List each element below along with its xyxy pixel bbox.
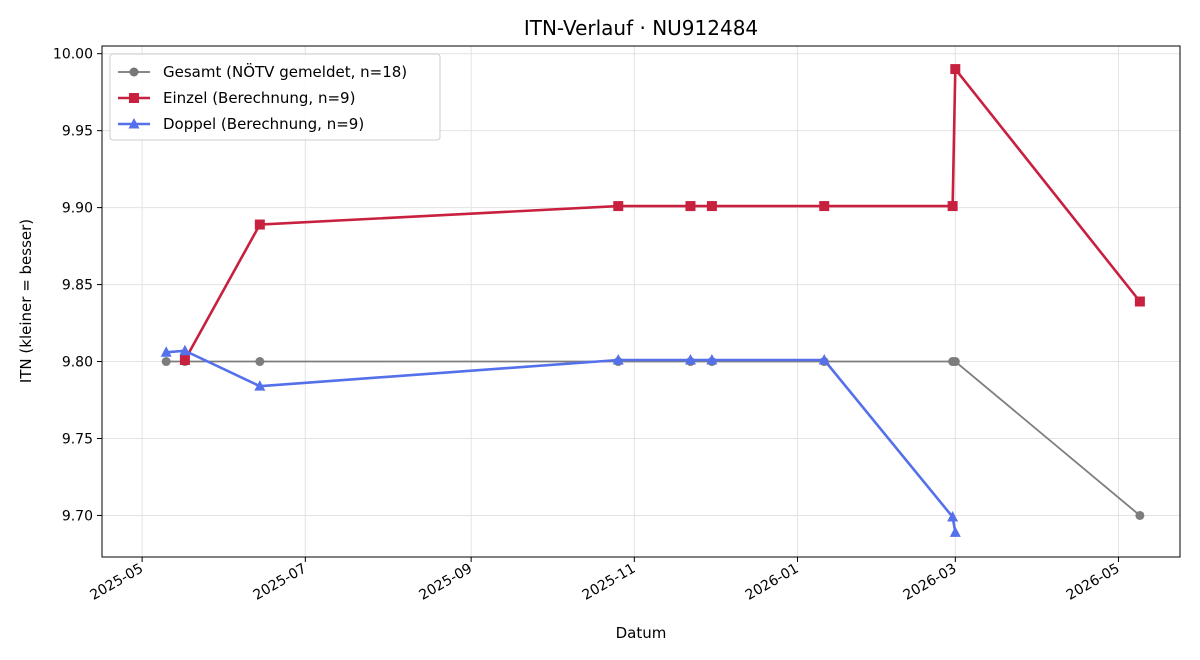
legend-swatch-marker	[129, 67, 139, 77]
legend-box	[109, 53, 441, 141]
data-point	[255, 357, 265, 367]
y-tick-label: 9.75	[62, 431, 93, 447]
data-point	[612, 353, 624, 365]
y-tick-label: 9.80	[62, 355, 93, 371]
data-point	[684, 353, 696, 365]
series-layer	[160, 64, 1145, 537]
legend-entry: Einzel (Berechnung, n=9)	[118, 89, 355, 107]
data-point	[613, 201, 624, 212]
legend-label: Doppel (Berechnung, n=9)	[163, 115, 364, 133]
legend-entry: Gesamt (NÖTV gemeldet, n=18)	[118, 62, 407, 81]
y-tick-label: 9.90	[62, 201, 93, 217]
data-point	[161, 357, 171, 367]
legend-swatch-marker	[129, 93, 139, 103]
data-point	[949, 526, 961, 537]
data-point	[819, 201, 830, 212]
y-axis-title: ITN (kleiner = besser)	[17, 219, 35, 383]
series-triangle	[160, 344, 961, 537]
y-axis: 9.70 9.75 9.80 9.85 9.90 9.95 10.00	[53, 47, 102, 524]
chart-title: ITN-Verlauf · NU912484	[524, 16, 758, 40]
y-tick-label: 9.95	[62, 124, 93, 140]
data-point	[254, 380, 266, 391]
data-point	[947, 201, 958, 212]
data-point	[818, 353, 830, 365]
legend: Gesamt (NÖTV gemeldet, n=18) Einzel (Bere…	[109, 53, 441, 141]
data-point	[947, 510, 959, 522]
data-point	[685, 201, 696, 212]
legend-entry: Doppel (Berechnung, n=9)	[118, 115, 364, 133]
plot-frame	[101, 45, 1181, 558]
data-point	[1135, 510, 1145, 520]
y-tick-label: 9.85	[62, 278, 93, 294]
y-tick-label: 10.00	[53, 47, 93, 63]
data-point	[706, 353, 718, 365]
data-point	[950, 64, 961, 75]
data-point	[950, 357, 960, 367]
data-point	[254, 219, 265, 230]
series-square	[179, 64, 1145, 365]
legend-label: Gesamt (NÖTV gemeldet, n=18)	[163, 62, 407, 81]
data-point	[1134, 296, 1145, 307]
x-axis-title: Datum	[616, 624, 667, 642]
y-tick-label: 9.70	[62, 508, 93, 524]
data-point	[179, 344, 191, 356]
data-point	[160, 346, 172, 357]
data-point	[179, 354, 190, 365]
legend-swatch-marker	[128, 118, 140, 129]
data-point	[706, 201, 717, 212]
legend-label: Einzel (Berechnung, n=9)	[163, 89, 355, 107]
